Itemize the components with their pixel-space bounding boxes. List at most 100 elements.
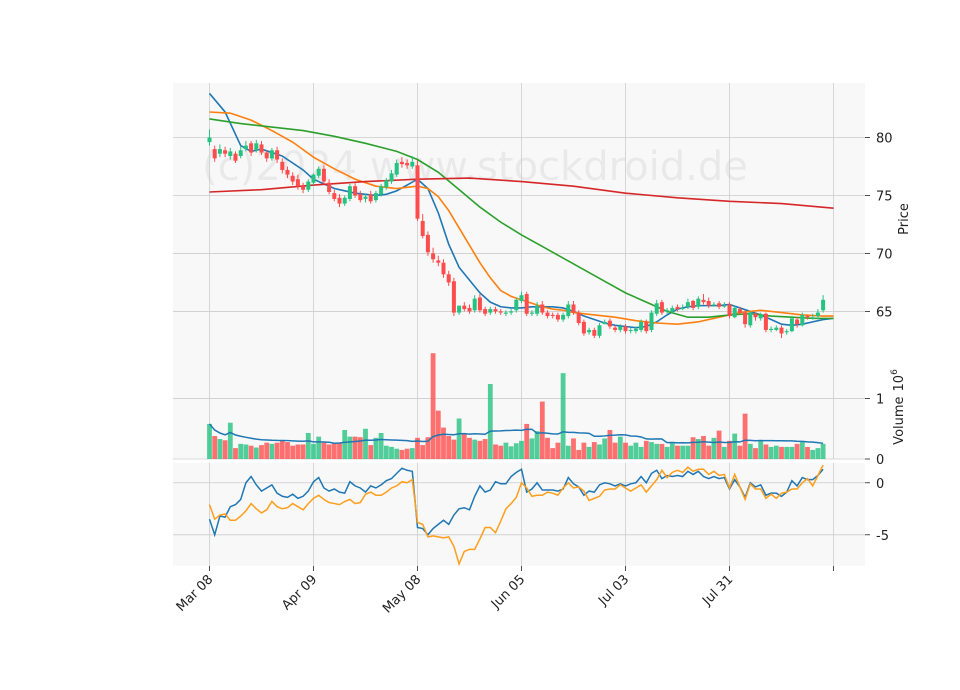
candle-body [680,307,685,309]
candle [207,129,212,146]
volume-bar [217,439,223,459]
volume-bar [711,437,717,459]
candle-body [347,186,352,199]
candle-body [815,312,820,317]
candle [821,295,826,313]
candle-body [483,309,488,314]
volume-bar [742,413,748,459]
volume-bar [721,446,727,459]
candle-body [488,309,493,313]
volume-bar [555,442,561,459]
candle [524,291,529,317]
candle-body [431,253,436,260]
candle [477,294,482,313]
candle-body [706,300,711,306]
oscillator-lines [208,464,824,567]
volume-bar [222,440,228,459]
candle-body [457,305,462,313]
candle-body [254,143,259,151]
volume-bar [316,436,322,459]
price-tick-label: 65 [876,305,893,320]
candle [680,304,685,311]
volume-bar [394,448,400,459]
volume-bar [768,446,774,459]
volume-bar [477,440,483,459]
volume-bar [259,445,264,459]
volume-bar [591,442,597,459]
candle [654,299,659,317]
candle [467,304,472,314]
candle [498,309,503,315]
volume-bar [430,353,436,459]
volume-bar [331,443,337,459]
volume-bar [628,445,634,459]
volume-exponent-base: 10 [892,375,907,392]
candle [217,144,222,158]
volume-bar [586,446,592,459]
candle-body [358,194,363,201]
candle [420,214,425,239]
candle-body [503,312,508,314]
oscillator-panel [173,463,865,566]
candle-body [769,328,774,330]
volume-bar [643,440,649,459]
x-tick-label: Mar 08 [174,572,217,615]
candle-body [722,305,727,307]
candle [457,305,462,315]
volume-bar [207,423,212,459]
candle-body [472,298,477,311]
candle-body [228,151,233,157]
candle-body [301,186,306,190]
candle [238,145,243,159]
candle-body [597,325,602,336]
volume-tick-label: 1 [876,393,884,408]
volume-bar [773,445,779,459]
candle [758,312,763,321]
candle-body [644,321,649,332]
price-tick-label: 70 [876,247,893,262]
candle-body [498,311,503,313]
volume-bar [758,440,764,459]
candle-body [410,161,415,167]
candle [633,326,638,334]
candle [587,327,592,335]
candle [644,319,649,334]
volume-bar [706,445,712,459]
volume-bar [597,444,602,459]
candle-body [545,312,550,317]
candle-body [477,297,482,311]
volume-bar [290,445,296,459]
candle [613,325,618,333]
volume-bar [732,433,738,459]
candle-body [207,137,212,143]
volume-bar [810,449,816,459]
volume-bar [623,442,628,459]
volume-bar [576,449,582,459]
volume-bar [342,429,348,459]
candle [691,299,696,311]
volume-bar [498,445,504,459]
candle-body [223,150,228,154]
candle-body [779,327,784,334]
candle-body [368,194,373,202]
volume-bar [753,448,758,459]
candle [295,174,300,190]
candle [493,306,498,314]
candle-body [737,309,742,313]
volume-bar [727,440,732,459]
candle [571,300,576,315]
volume-bar [617,436,623,459]
candle [685,298,690,310]
volume-bar [357,437,363,459]
candle-body [332,193,337,199]
volume-bar [321,442,327,459]
candle-body [618,326,623,330]
candle [275,146,280,164]
candle [670,305,675,314]
candle [815,309,820,320]
candle-body [394,163,399,175]
candle [321,165,326,184]
candle-body [670,307,675,312]
volume-bar [519,440,524,459]
candle-body [290,175,295,182]
